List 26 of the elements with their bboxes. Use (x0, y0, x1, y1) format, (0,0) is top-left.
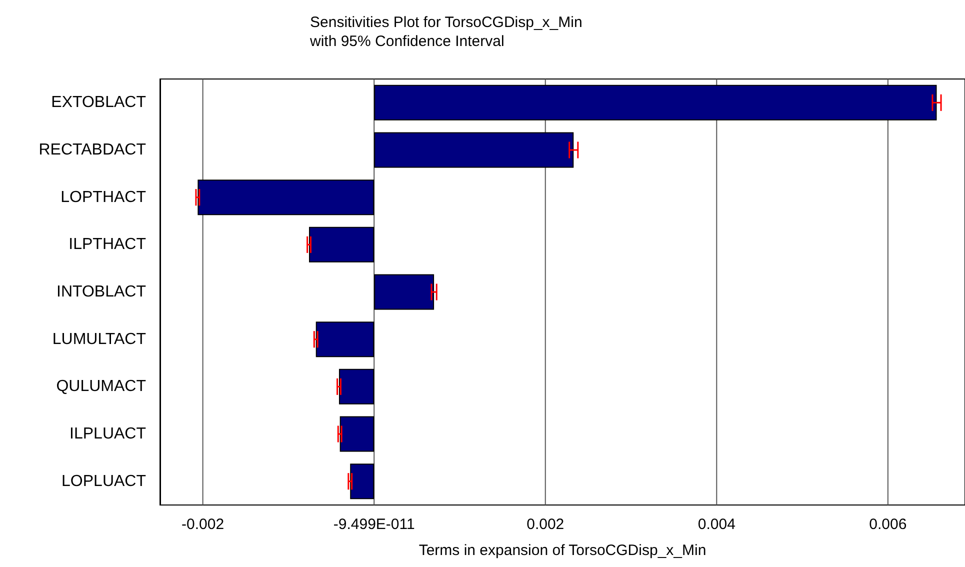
x-tick-label: -0.002 (182, 516, 224, 533)
bar (198, 180, 374, 216)
y-tick-label: LOPTHACT (60, 188, 146, 206)
y-tick-label: ILPLUACT (70, 426, 146, 442)
y-tick-label: LUMULTACT (52, 330, 146, 348)
y-tick-label: RECTABDACT (38, 142, 146, 158)
bar (350, 464, 374, 500)
x-tick-label: 0.004 (698, 516, 736, 533)
bar (374, 132, 574, 168)
bar (374, 84, 937, 120)
x-tick-label: -9.499E-011 (333, 516, 415, 533)
y-tick-label: LOPLUACT (62, 472, 146, 490)
bar (316, 322, 374, 358)
x-tick-label: 0.002 (526, 516, 564, 533)
bar (338, 368, 374, 404)
y-tick-label: QULUMACT (56, 378, 146, 396)
chart-subtitle: with 95% Confidence Interval (309, 33, 504, 50)
y-tick-label: INTOBLACT (56, 284, 146, 300)
y-tick-label: EXTOBLACT (51, 94, 146, 112)
y-tick-label: ILPTHACT (68, 236, 146, 254)
bar (309, 226, 374, 262)
bar (374, 274, 434, 310)
chart-title: Sensitivities Plot for TorsoCGDisp_x_Min (310, 14, 582, 31)
x-axis-title: Terms in expansion of TorsoCGDisp_x_Min (418, 542, 706, 559)
x-tick-label: 0.006 (869, 516, 907, 533)
bar (340, 416, 374, 452)
